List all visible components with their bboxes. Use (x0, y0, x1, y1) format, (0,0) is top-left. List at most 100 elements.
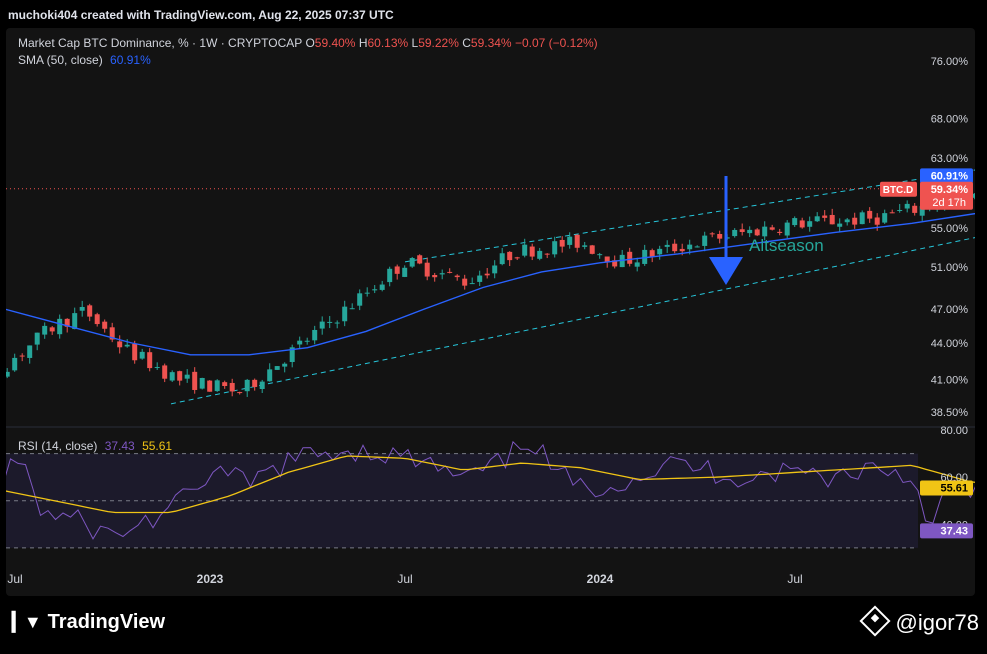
candle (672, 243, 678, 252)
candle (972, 193, 975, 198)
header-credit: muchoki404 created with TradingView.com,… (8, 8, 394, 22)
candle (154, 366, 160, 368)
candle (259, 381, 265, 389)
candle (439, 273, 445, 275)
candle (844, 219, 850, 223)
candle (342, 306, 348, 322)
rsi-axis-label: 80.00 (940, 425, 968, 437)
candle (304, 340, 310, 342)
watermark: @igor78 (858, 605, 979, 637)
candle (537, 250, 543, 259)
sma-value: 60.91% (110, 53, 151, 67)
ohlc-value-o: 59.40% (314, 36, 356, 50)
sma-line (6, 212, 975, 356)
brand-name: TradingView (47, 611, 166, 633)
candle (297, 340, 303, 345)
candle (319, 321, 325, 329)
candle (499, 253, 505, 265)
ohlc-key-h: H (355, 36, 368, 50)
candle (769, 227, 775, 230)
ohlc-key-l: L (408, 36, 419, 50)
rsi-ma-badge: 55.61 (940, 482, 968, 494)
candle (747, 229, 753, 234)
candle (27, 345, 33, 358)
price-axis-label: 38.50% (931, 407, 969, 419)
rsi-label: RSI (14, close) (18, 439, 98, 453)
candle (852, 217, 858, 225)
channel-lower-line (170, 237, 975, 405)
candle (432, 274, 438, 278)
ohlc-value-l: 59.22% (418, 36, 459, 50)
candle (124, 344, 130, 347)
candle (409, 258, 415, 267)
candle (582, 245, 588, 247)
chart-canvas[interactable]: Altseason2022Jul2023Jul2024Jul2025Jul202… (6, 28, 975, 596)
x-axis-label: Jul (397, 572, 412, 586)
candle (117, 341, 123, 348)
candle (12, 357, 18, 371)
candle (522, 244, 528, 256)
candle (199, 377, 205, 389)
candle (237, 392, 243, 394)
candle (642, 249, 648, 264)
candle (492, 265, 498, 274)
candle (79, 306, 85, 311)
candle (552, 241, 558, 255)
candle (139, 351, 145, 359)
candle (282, 363, 288, 367)
candle (627, 251, 633, 264)
symbol-tag: BTC.D (883, 185, 914, 196)
candle (274, 366, 280, 370)
candle (132, 343, 138, 361)
chart-frame[interactable]: Altseason2022Jul2023Jul2024Jul2025Jul202… (6, 28, 975, 596)
candle (454, 275, 460, 278)
candle (57, 318, 63, 335)
ohlc-key-o: O (305, 36, 315, 50)
candle (462, 278, 468, 286)
candle (364, 292, 370, 294)
altseason-arrow-head (709, 257, 743, 285)
candle (604, 256, 610, 263)
rsi-badge-bg (920, 523, 973, 539)
candle (87, 305, 93, 317)
price-axis-label: 44.00% (931, 338, 969, 350)
x-axis-label: Jul (7, 572, 22, 586)
candle (289, 347, 295, 363)
candle (589, 245, 595, 254)
price-axis-label: 63.00% (931, 153, 969, 165)
candle (267, 369, 273, 382)
candle (814, 216, 820, 222)
candle (214, 380, 220, 392)
candle (372, 289, 378, 291)
candle (94, 314, 100, 325)
rsi-ma-line (6, 455, 975, 514)
candle (19, 355, 25, 357)
candle (709, 233, 715, 235)
candle (679, 248, 685, 252)
candle (447, 271, 453, 273)
candle (739, 229, 745, 232)
candle (244, 379, 250, 392)
candle (6, 371, 10, 377)
price-axis-label: 76.00% (931, 56, 969, 68)
legend-sma: SMA (50, close) 60.91% (18, 53, 151, 67)
legend-rsi: RSI (14, close) 37.43 55.61 (18, 439, 172, 453)
candle (529, 246, 535, 257)
candle (42, 325, 48, 335)
candle (634, 262, 640, 267)
candle (102, 321, 108, 329)
candle (784, 222, 790, 236)
candle (177, 371, 183, 381)
channel-upper-line (404, 169, 975, 263)
price-axis-label: 55.00% (931, 223, 969, 235)
candle (657, 248, 663, 255)
candle (777, 231, 783, 233)
candle (694, 246, 700, 248)
candle (207, 380, 213, 392)
candle (424, 262, 430, 277)
altseason-label: Altseason (749, 236, 824, 255)
footer: ▎▼ TradingView @igor78 (0, 596, 987, 654)
candle (312, 329, 318, 341)
candle (379, 284, 385, 290)
header-bar: muchoki404 created with TradingView.com,… (0, 0, 987, 28)
